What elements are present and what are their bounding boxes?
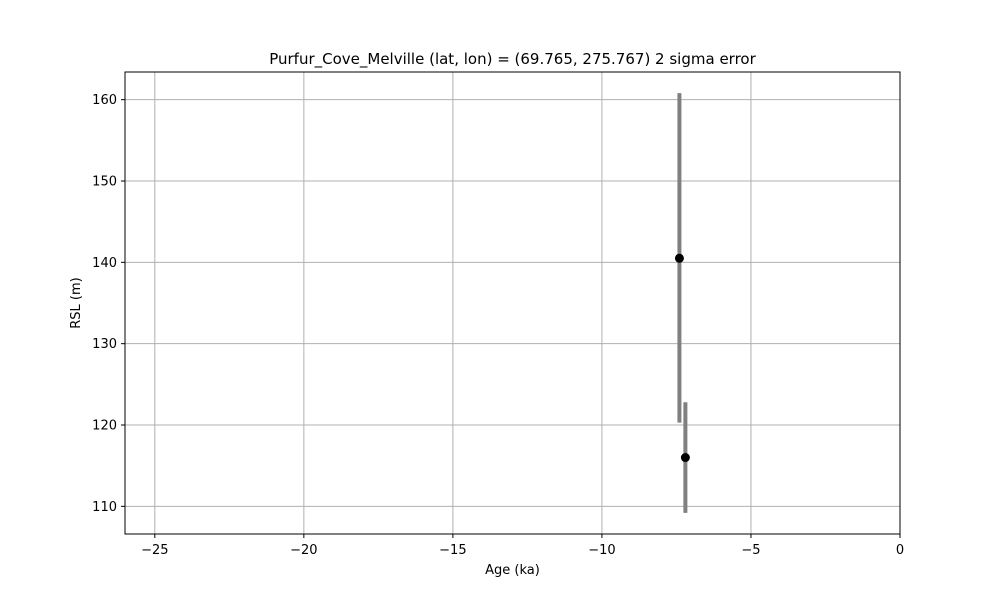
axis-ticks: −25 −20 −15 −10 −5 0 110 120 130 140 150 160: [92, 93, 904, 558]
x-tick-label: −25: [141, 543, 168, 558]
y-tick-label: 130: [92, 337, 117, 352]
y-tick-label: 160: [92, 93, 117, 108]
chart-title: Purfur_Cove_Melville (lat, lon) = (69.76…: [269, 50, 756, 69]
x-tick-label: 0: [896, 543, 904, 558]
x-tick-label: −15: [439, 543, 466, 558]
y-tick-label: 150: [92, 174, 117, 189]
data-point: [680, 453, 690, 463]
x-tick-label: −10: [588, 543, 615, 558]
error-bars: [677, 93, 688, 513]
plot-frame: [124, 71, 901, 535]
data-point: [674, 253, 684, 263]
y-tick-label: 110: [92, 500, 117, 515]
data-points: [674, 253, 690, 463]
x-axis-label: Age (ka): [485, 563, 540, 578]
x-tick-label: −5: [741, 543, 760, 558]
x-tick-label: −20: [290, 543, 317, 558]
y-tick-label: 120: [92, 419, 117, 434]
grid: [125, 72, 901, 534]
y-axis-label: RSL (m): [69, 277, 84, 328]
y-tick-label: 140: [92, 256, 117, 271]
